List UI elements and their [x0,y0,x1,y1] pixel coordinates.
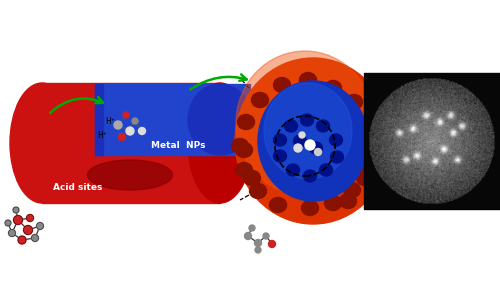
Circle shape [263,233,269,239]
Ellipse shape [236,51,374,195]
Ellipse shape [264,83,352,179]
Circle shape [18,236,26,244]
Circle shape [5,220,11,226]
Circle shape [249,225,255,231]
Ellipse shape [364,140,380,156]
Circle shape [123,112,129,118]
Ellipse shape [316,120,330,132]
Ellipse shape [284,120,298,132]
Circle shape [132,118,138,124]
Ellipse shape [286,164,300,176]
Ellipse shape [258,81,368,201]
Ellipse shape [300,72,316,88]
Ellipse shape [346,94,362,109]
Ellipse shape [356,170,374,185]
Circle shape [14,215,22,224]
Ellipse shape [252,92,268,108]
Ellipse shape [236,162,252,178]
Ellipse shape [358,164,374,179]
Ellipse shape [340,193,356,209]
Ellipse shape [10,83,74,203]
Ellipse shape [300,114,314,126]
Ellipse shape [250,184,266,198]
Polygon shape [364,73,500,209]
Ellipse shape [320,164,332,176]
Polygon shape [95,84,103,155]
Circle shape [8,229,16,237]
Circle shape [32,235,38,241]
Ellipse shape [324,80,342,95]
Ellipse shape [270,198,286,212]
Circle shape [36,223,44,229]
Ellipse shape [232,139,248,153]
Circle shape [114,121,122,129]
Circle shape [126,127,134,135]
Ellipse shape [344,182,360,198]
Ellipse shape [274,77,290,92]
Circle shape [13,207,19,213]
Ellipse shape [188,83,252,203]
Ellipse shape [244,170,260,185]
Ellipse shape [360,117,376,131]
Ellipse shape [274,134,286,146]
Ellipse shape [310,142,322,154]
Ellipse shape [302,201,318,215]
Polygon shape [42,83,220,203]
Ellipse shape [88,160,172,190]
Circle shape [314,148,322,156]
Ellipse shape [236,142,252,158]
Circle shape [305,140,315,150]
Circle shape [24,226,32,235]
Circle shape [299,132,305,138]
Circle shape [254,240,262,246]
Ellipse shape [235,58,391,224]
Circle shape [268,240,276,248]
Ellipse shape [330,151,344,163]
Ellipse shape [330,134,342,146]
Circle shape [294,144,302,152]
FancyArrowPatch shape [190,74,246,89]
Text: H⁺: H⁺ [97,131,107,139]
Text: Acid sites: Acid sites [54,182,102,192]
Ellipse shape [324,195,342,210]
Ellipse shape [238,114,254,130]
Circle shape [138,128,145,134]
Ellipse shape [188,84,252,155]
FancyArrowPatch shape [50,97,103,113]
Circle shape [118,134,126,140]
Ellipse shape [304,170,316,182]
Circle shape [244,232,252,240]
Ellipse shape [274,150,286,162]
Ellipse shape [294,135,306,147]
Text: H⁺: H⁺ [105,117,115,125]
Circle shape [255,247,261,253]
Polygon shape [95,84,250,155]
Text: Metal  NPs: Metal NPs [151,140,206,150]
Circle shape [26,215,34,221]
